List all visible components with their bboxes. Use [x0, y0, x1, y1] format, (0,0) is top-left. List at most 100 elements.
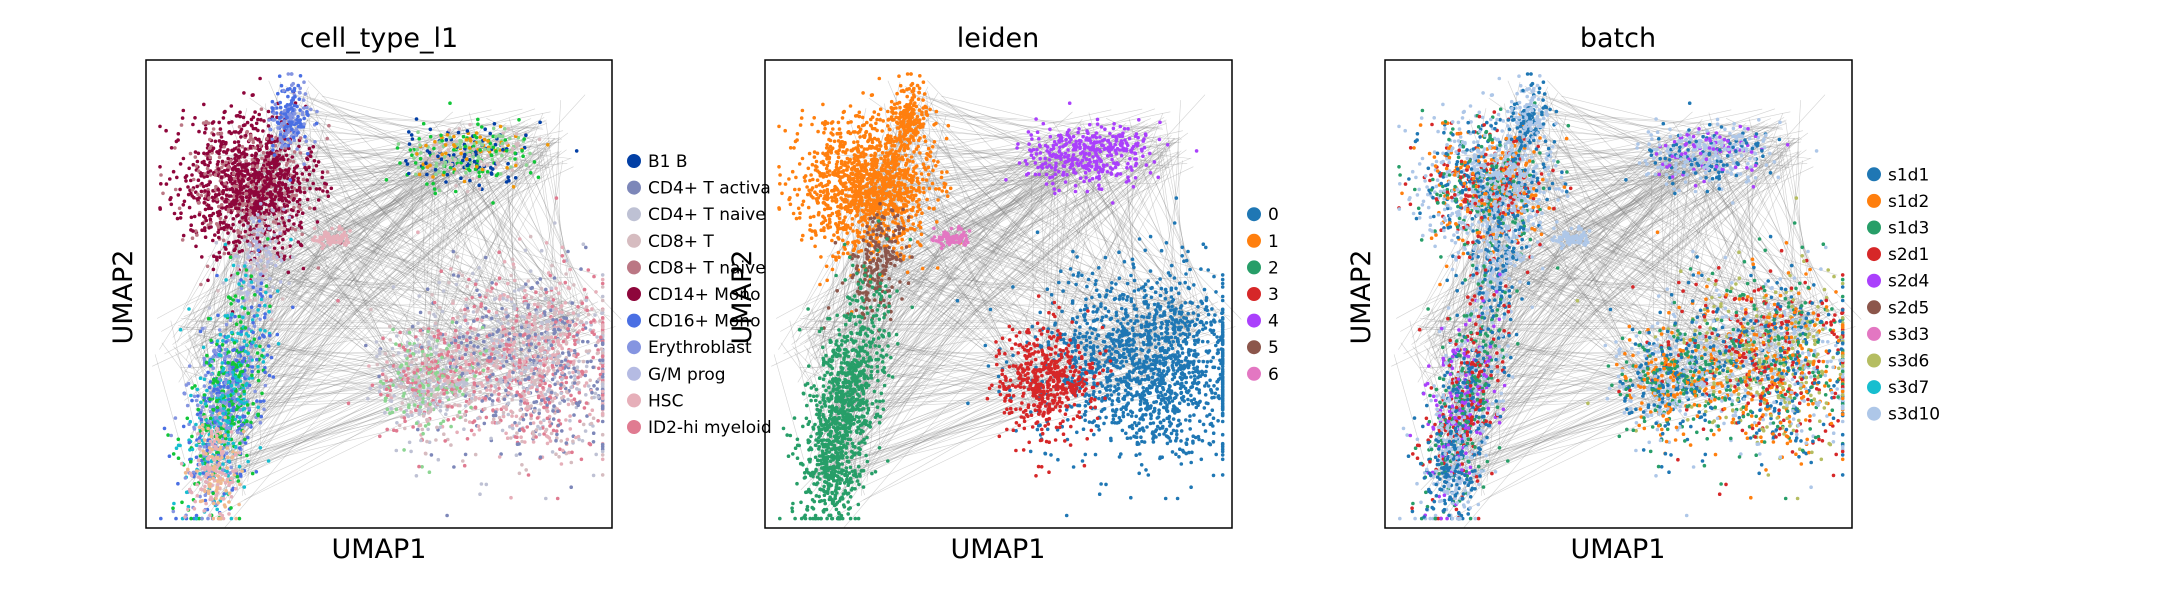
graph-edge: [470, 158, 523, 355]
scatter-point: [502, 375, 507, 380]
scatter-point: [189, 490, 194, 495]
scatter-point: [490, 420, 495, 425]
graph-edge: [447, 155, 497, 195]
scatter-point: [251, 164, 255, 168]
scatter-point: [453, 332, 457, 337]
scatter-point: [293, 112, 297, 116]
scatter-point: [497, 133, 501, 138]
scatter-point: [277, 162, 281, 166]
scatter-point: [218, 385, 223, 389]
scatter-point: [250, 124, 254, 128]
scatter-point: [448, 135, 452, 140]
scatter-point: [488, 388, 493, 392]
scatter-point: [256, 158, 261, 163]
scatter-point: [222, 220, 226, 225]
graph-edge: [195, 227, 352, 360]
scatter-point: [464, 297, 469, 302]
scatter-point: [479, 304, 483, 309]
scatter-point: [311, 181, 316, 186]
scatter-point: [227, 491, 232, 496]
scatter-point: [232, 130, 236, 134]
graph-edge: [455, 180, 539, 347]
scatter-point: [540, 321, 545, 326]
scatter-point: [293, 95, 297, 99]
graph-edge: [426, 174, 451, 346]
scatter-point: [275, 332, 280, 337]
scatter-point: [277, 116, 282, 120]
scatter-point: [232, 171, 236, 176]
scatter-point: [221, 116, 226, 120]
scatter-point: [536, 175, 541, 180]
scatter-point: [248, 265, 252, 269]
scatter-point: [499, 380, 504, 384]
scatter-point: [510, 168, 514, 172]
scatter-point: [240, 369, 245, 374]
scatter-point: [255, 243, 259, 248]
scatter-point: [600, 374, 605, 379]
scatter-point: [454, 183, 458, 188]
scatter-point: [190, 398, 194, 403]
scatter-point: [488, 131, 493, 136]
scatter-point: [581, 422, 586, 427]
scatter-point: [550, 304, 554, 309]
scatter-point: [243, 169, 247, 173]
scatter-point: [255, 289, 260, 294]
scatter-point: [218, 255, 222, 259]
scatter-point: [494, 165, 498, 170]
scatter-point: [415, 147, 420, 152]
scatter-point: [547, 301, 551, 305]
graph-edge: [203, 305, 573, 442]
graph-edge: [285, 142, 416, 159]
graph-edge: [180, 317, 538, 361]
scatter-point: [244, 383, 248, 388]
scatter-point: [244, 343, 249, 347]
scatter-point: [271, 285, 275, 289]
scatter-point: [483, 407, 487, 411]
graph-edge: [350, 156, 481, 236]
scatter-point: [287, 120, 292, 124]
scatter-point: [240, 151, 244, 156]
scatter-point: [247, 255, 251, 259]
scatter-point: [229, 210, 234, 215]
scatter-point: [239, 329, 244, 334]
scatter-point: [268, 304, 272, 309]
scatter-point: [283, 125, 287, 130]
scatter-point: [532, 160, 537, 164]
scatter-point: [594, 343, 598, 348]
scatter-point: [524, 163, 529, 167]
scatter-point: [234, 445, 238, 449]
graph-edge: [210, 111, 453, 327]
scatter-point: [255, 164, 260, 168]
scatter-point: [204, 475, 208, 479]
scatter-point: [273, 195, 278, 199]
scatter-point: [229, 194, 233, 198]
scatter-point: [200, 499, 205, 503]
scatter-point: [405, 162, 410, 166]
scatter-point: [233, 487, 238, 491]
scatter-point: [181, 424, 186, 429]
scatter-point: [560, 377, 564, 382]
scatter-point: [166, 433, 170, 437]
scatter-point: [286, 72, 291, 76]
graph-edge: [270, 122, 333, 256]
scatter-point: [244, 273, 248, 278]
scatter-point: [244, 218, 248, 223]
scatter-point: [229, 204, 233, 209]
scatter-point: [221, 238, 226, 243]
scatter-point: [523, 248, 528, 253]
scatter-point: [560, 254, 565, 258]
scatter-point: [416, 165, 421, 170]
graph-edge: [342, 162, 449, 205]
scatter-point: [316, 266, 321, 270]
scatter-point: [213, 173, 218, 177]
scatter-point: [181, 156, 186, 161]
scatter-point: [305, 178, 310, 182]
scatter-point: [467, 420, 472, 424]
scatter-point: [303, 134, 307, 139]
scatter-point: [539, 286, 544, 291]
scatter-point: [261, 189, 266, 194]
scatter-point: [461, 134, 466, 139]
graph-edge: [411, 178, 590, 321]
scatter-point: [452, 148, 456, 152]
scatter-point: [231, 408, 235, 413]
